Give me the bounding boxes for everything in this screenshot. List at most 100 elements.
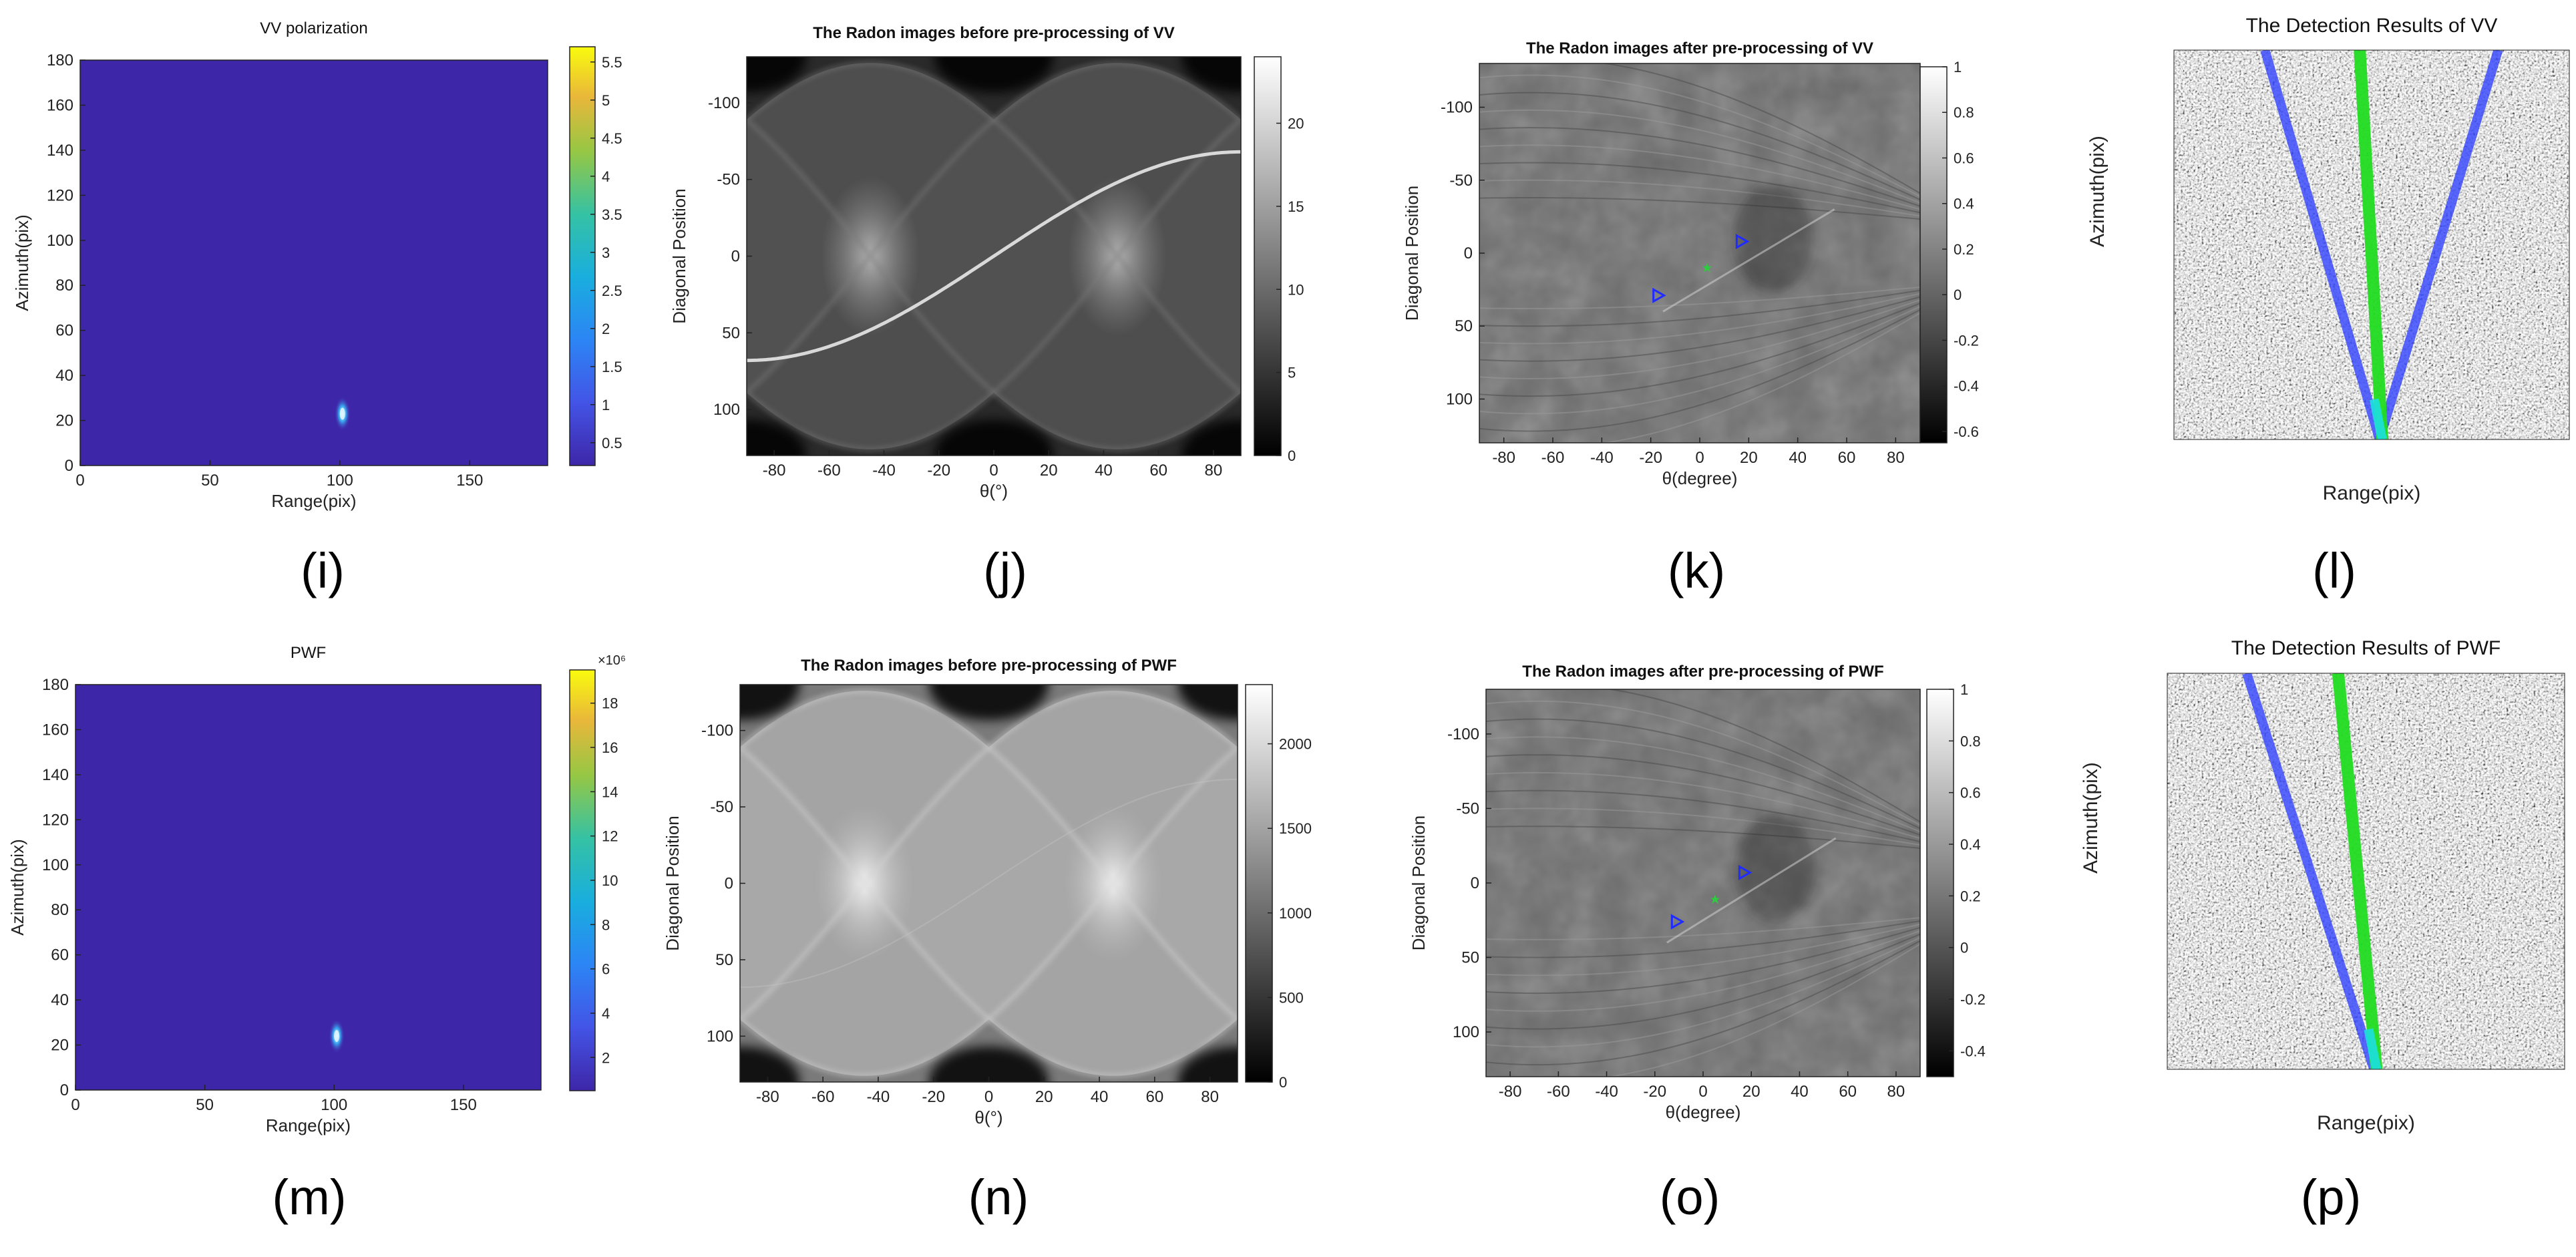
radon-dark-lobe [740,1046,800,1082]
plot-frame [75,684,542,1091]
x-tick-label: 80 [1201,1088,1219,1106]
radon-dark-lobe [1181,57,1241,93]
target-hotspot-core [339,407,345,420]
radon-arc [1486,923,1920,976]
radon-arc [1486,930,1920,1012]
colorbar-tick-label: 0.2 [1960,888,1981,904]
radon-arc [1479,293,1920,345]
x-tick-label: 40 [1095,462,1113,480]
y-tick-label: 120 [42,811,69,829]
radon-lobe [740,691,1238,1076]
x-tick-label: 150 [450,1096,477,1114]
radon-envelope [740,745,1238,1078]
y-tick-label: -50 [710,798,733,816]
colorbar-tick-label: 15 [1288,198,1304,215]
x-tick-label: 60 [1145,1088,1163,1106]
peak-marker-star [1710,894,1720,904]
colorbar-tick-label: 2000 [1279,736,1312,753]
colorbar-tick-label: 0 [1279,1074,1287,1091]
y-axis-label: Azimuth(pix) [2080,762,2102,874]
radon-dark-lobe [1181,419,1241,456]
panel-m: (m) PWF 0 50 100 150 0 20 40 60 80 100 120 140 160 180 R… [7,644,626,1225]
panel-caption: (k) [1668,543,1725,598]
y-axis-label: Diagonal Position [663,816,683,950]
panel-k: (k) The Radon images after pre-processing… [1402,39,1979,598]
plot-image [747,57,1241,456]
colorbar-tick-label: 3 [602,244,610,261]
radon-arc [1479,303,1920,397]
peak-marker-triangle [1738,864,1753,880]
radon-dark-lobe [934,419,1053,456]
x-tick-label: 80 [1205,462,1223,480]
x-tick-label: 50 [201,472,219,490]
colorbar-tick-label: 16 [602,739,618,756]
colorbar-tick-label: 14 [602,783,618,800]
radon-arc [1479,289,1920,327]
colorbar-tick-label: 0.5 [602,435,622,452]
x-tick-label: -80 [1492,449,1515,467]
colorbar-tick-label: 0.6 [1954,150,1974,166]
colorbar-tick-label: 2 [602,321,610,337]
radon-arc [1486,826,1920,849]
y-axis-label: Diagonal Position [669,188,689,323]
y-tick-label: -100 [1447,725,1479,743]
y-axis-label: Diagonal Position [1409,816,1429,950]
radon-arc [1601,312,1920,443]
colorbar-tick-label: 2 [602,1049,610,1066]
y-tick-label: 180 [47,51,73,69]
chart-title: VV polarization [260,19,367,37]
colorbar-tick-label: 1500 [1279,820,1312,837]
y-tick-label: 60 [55,322,73,340]
colorbar-tick-label: 5 [602,92,610,109]
panel-l: (l) The Detection Results of VV Range(pix)… [2086,15,2570,598]
y-tick-label: 100 [47,232,73,250]
colorbar-tick-label: 1000 [1279,905,1312,922]
plot-background [80,60,548,466]
x-tick-label: 100 [327,472,353,490]
x-tick-label: 20 [1742,1083,1761,1101]
x-tick-label: 40 [1789,449,1807,467]
radon-arc [1479,109,1920,204]
x-tick-label: 40 [1791,1083,1809,1101]
radon-arc [1486,917,1920,940]
radon-bright-streak [1666,837,1837,944]
chart-title: The Detection Results of PWF [2231,637,2501,659]
radon-arc [1486,940,1920,1066]
y-tick-label: 60 [51,946,69,964]
radon-dark-lobe [747,419,806,456]
y-tick-label: 100 [1453,1023,1479,1041]
plot-background [75,685,541,1090]
colorbar-tick-label: 20 [1288,116,1304,132]
colorbar [569,46,596,466]
y-tick-label: 50 [1455,317,1473,335]
x-tick-label: 80 [1887,449,1905,467]
x-axis-label: θ(°) [980,481,1008,501]
colorbar-tick-label: 500 [1279,989,1304,1006]
radon-arc [1601,63,1920,194]
panel-caption: (p) [2301,1170,2361,1225]
x-tick-label: 60 [1838,449,1856,467]
panel-caption: (l) [2312,543,2356,598]
x-axis-label: Range(pix) [266,1115,351,1135]
x-tick-label: -80 [1499,1083,1522,1101]
x-axis-label: Range(pix) [2323,482,2421,504]
y-tick-label: 0 [731,248,740,266]
radon-arc [1479,305,1920,415]
y-tick-label: -50 [1456,799,1479,818]
y-tick-label: 40 [51,991,69,1009]
x-tick-label: 0 [71,1096,79,1114]
colorbar-tick-label: 10 [602,872,618,889]
radon-arc [1479,296,1920,362]
peak-marker-triangle [1735,233,1750,250]
radon-arc [1486,920,1920,958]
chart-title: The Radon images before pre-processing o… [801,657,1177,675]
x-tick-label: 0 [75,472,84,490]
y-tick-label: 80 [55,277,73,295]
colorbar-tick-label: 6 [602,961,610,978]
colorbar-tick-label: 4 [602,168,610,185]
y-tick-label: 160 [42,721,69,739]
radon-dark-lobe [929,685,1049,721]
radon-arc [1479,286,1920,309]
colorbar-tick-label: 0.8 [1954,104,1974,121]
x-tick-label: -60 [817,462,841,480]
